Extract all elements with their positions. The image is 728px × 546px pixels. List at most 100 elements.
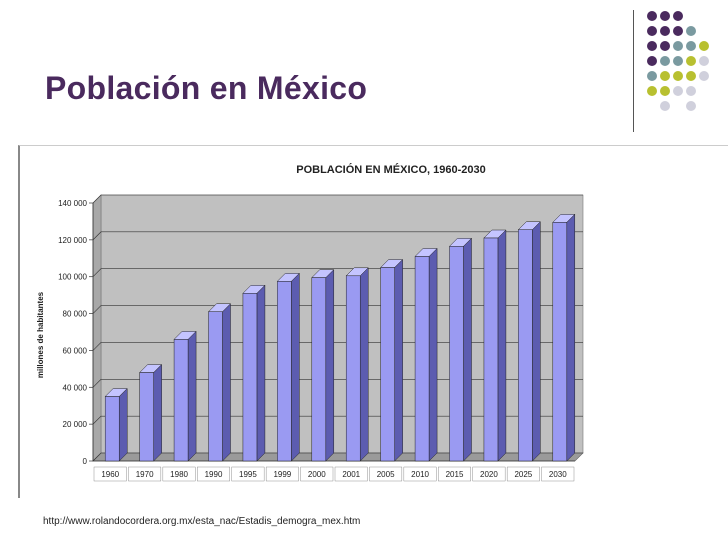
bar-1995 [242,284,266,462]
decor-dot [660,41,670,51]
bar-side [256,284,266,462]
decor-dot [647,26,657,36]
y-tick-label: 80 000 [63,310,88,319]
bar-2030 [552,213,576,462]
x-label-box [197,466,230,482]
slide-title: Población en México [45,70,368,106]
gridline [92,194,583,204]
decor-dot [673,41,683,51]
gridline [92,231,583,241]
bar-1990 [207,303,232,462]
x-label-box [300,466,334,482]
y-tick-label: 20 000 [63,420,88,429]
decor-dot [673,71,683,81]
y-axis-label: millones de habitantes [36,291,45,378]
x-label-box [403,466,437,482]
x-label-box [369,466,403,482]
bar-front [380,267,395,462]
bar-side [118,387,128,462]
bar-front [277,281,292,462]
bar-2005 [380,258,404,462]
x-label-box [93,466,127,482]
y-tick-label: 140 000 [58,199,87,208]
plot-area: 0 20 000 40 000 60 000 80 000 100 000 120 000 1… [58,194,584,482]
source-link[interactable]: http://www.rolandocordera.org.mx/esta_na… [43,516,361,527]
decor-dot [647,41,657,51]
decor-dot [686,56,696,66]
y-tick-label: 0 [83,457,88,466]
bar-front [208,311,223,462]
chart-back-wall [100,194,584,454]
decorative-dots-icon [647,11,709,111]
bar-2000 [311,269,335,462]
x-tick-label: 2001 [342,470,360,479]
x-tick-label: 1980 [170,470,188,479]
x-tick-label: 2010 [411,470,429,479]
decor-dot [673,86,683,96]
bar-front [104,396,120,462]
bar-1999 [276,272,300,462]
bar-chart: 0 20 000 40 000 60 000 80 000 100 000 120 000 1… [36,163,584,482]
x-label-box [128,466,162,482]
decor-dot [673,11,683,21]
bar-side [394,258,403,462]
bar-front [311,277,327,462]
decor-dot [660,26,670,36]
decor-dot [699,41,709,51]
bar-1970 [139,363,163,462]
decor-dot [647,71,657,81]
bar-front [242,293,258,462]
bar-front [518,229,533,462]
decor-dot [686,71,696,81]
bar-2025 [517,221,541,462]
bar-2020 [483,229,507,462]
x-label-box [162,466,196,482]
decor-dot [660,56,670,66]
decor-dot [647,86,657,96]
bar-side [566,213,576,462]
decor-dot [660,11,670,21]
x-tick-label: 1995 [239,470,257,479]
decor-dot [673,26,683,36]
x-label-box [541,466,575,482]
bar-side [359,267,369,462]
decor-dot [686,41,696,51]
x-label-box [334,466,368,482]
x-tick-label: 1960 [101,470,119,479]
x-tick-label: 2015 [446,470,464,479]
x-tick-label: 2020 [480,470,498,479]
bar-front [345,275,361,462]
bar-front [449,246,464,462]
x-tick-label: 2030 [549,470,567,479]
bar-side [463,237,472,462]
decor-dot [686,86,696,96]
decor-dot [686,26,696,36]
x-tick-label: 1970 [136,470,154,479]
x-tick-label: 1990 [205,470,223,479]
x-label-box [265,466,299,482]
bar-side [222,303,231,462]
y-tick-label: 40 000 [63,383,88,392]
divider-line [633,10,634,132]
bar-side [532,221,541,462]
bar-2010 [414,247,438,462]
bar-side [497,229,507,462]
y-tick-label: 120 000 [58,236,87,245]
x-tick-label: 2000 [308,470,326,479]
y-tick-label: 60 000 [63,346,88,355]
bar-1980 [173,330,197,462]
x-tick-label: 1999 [273,470,291,479]
decor-dot [647,11,657,21]
bar-1960 [104,387,128,462]
chart-floor [92,452,584,462]
bar-front [552,222,568,462]
bar-front [483,237,499,462]
bar-2001 [345,267,369,462]
x-label-box [231,466,265,482]
bar-side [291,272,300,462]
bar-front [139,372,154,462]
x-tick-label: 2025 [514,470,532,479]
decor-dot [686,101,696,111]
x-label-box [506,466,540,482]
decor-dot [660,71,670,81]
